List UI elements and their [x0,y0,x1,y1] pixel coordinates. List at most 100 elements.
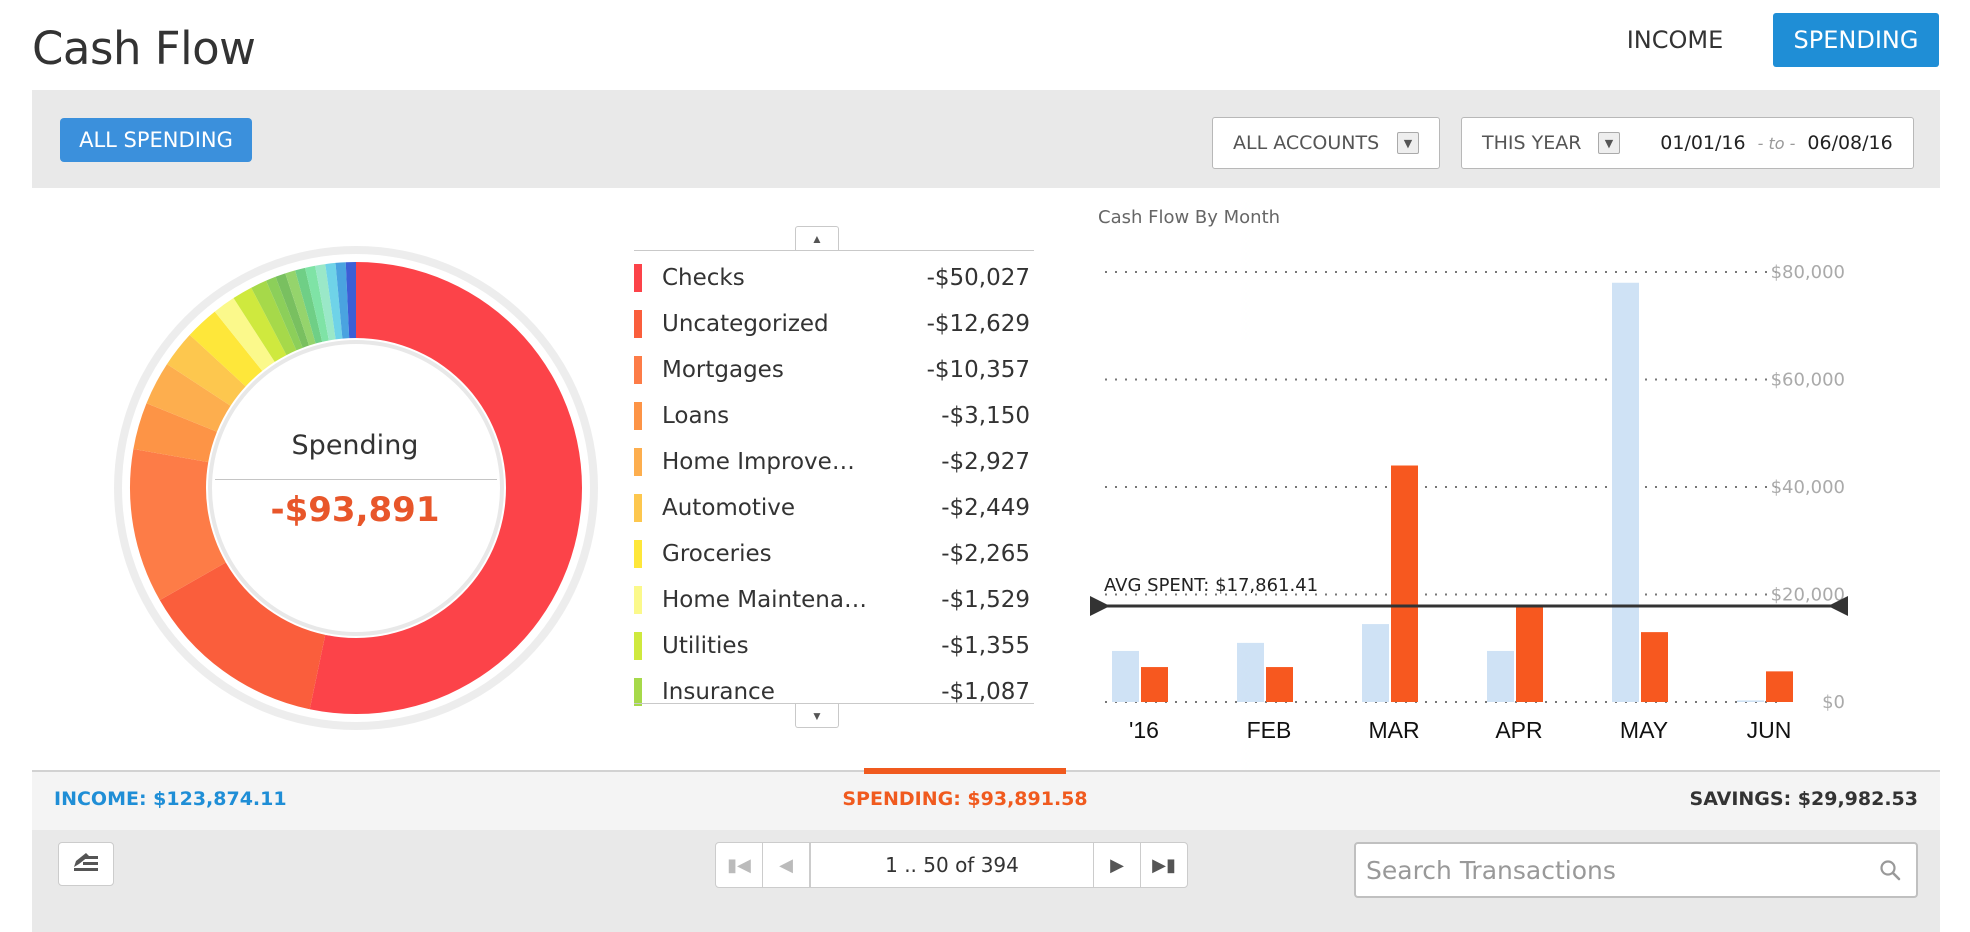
donut-slice[interactable] [275,273,310,348]
donut-total: -$93,891 [270,490,440,530]
legend-item-name: Home Improvem… [662,449,870,475]
tab-income[interactable]: INCOME [1626,26,1724,54]
x-tick-label: FEB [1247,717,1292,743]
donut-slice[interactable] [345,262,356,339]
legend-swatch [634,586,642,614]
legend-item-amount: -$50,027 [926,265,1030,291]
chart-bar[interactable] [1391,465,1418,703]
legend-item-name: Home Maintena… [662,587,867,613]
pagination-info: 1 .. 50 of 394 [810,842,1094,888]
x-tick-label: MAR [1368,717,1419,743]
donut-slice[interactable] [129,448,226,601]
period-select[interactable]: THIS YEAR ▼ [1461,117,1641,169]
legend-item[interactable]: Mortgages -$10,357 [634,353,1030,387]
chevron-down-icon: ▼ [1598,132,1620,154]
legend-item[interactable]: Loans -$3,150 [634,399,1030,433]
chart-bar[interactable] [1266,667,1293,702]
accounts-select-label: ALL ACCOUNTS [1233,132,1380,154]
donut-slice[interactable] [295,267,323,344]
donut-slice[interactable] [146,364,231,432]
donut-label: Spending [291,430,419,461]
legend-item-name: Insurance [662,679,775,705]
donut-slice[interactable] [325,262,343,340]
search-input[interactable] [1356,844,1878,896]
donut-slice[interactable] [251,280,297,356]
legend-item-name: Automotive [662,495,796,521]
legend-swatch [634,540,642,568]
chart-bar[interactable] [1141,667,1168,702]
last-page-button[interactable]: ▶▮ [1140,842,1188,888]
chart-bar[interactable] [1516,606,1543,702]
legend-item[interactable]: Utilities -$1,355 [634,629,1030,663]
legend-item[interactable]: Uncategorized -$12,629 [634,307,1030,341]
donut-slice[interactable] [166,334,246,406]
legend-item-amount: -$2,927 [941,449,1030,475]
legend-item-amount: -$1,529 [941,587,1030,613]
legend-item[interactable]: Groceries -$2,265 [634,537,1030,571]
legend-item[interactable]: Automotive -$2,449 [634,491,1030,525]
legend-item-name: Groceries [662,541,772,567]
summary-spending[interactable]: SPENDING: $93,891.58 [842,788,1088,810]
legend-item-amount: -$1,355 [941,633,1030,659]
chart-bar[interactable] [1237,642,1264,702]
edit-list-icon [74,853,98,871]
page-title: Cash Flow [32,22,256,75]
x-tick-label: APR [1495,717,1542,743]
donut-slice[interactable] [266,276,303,351]
first-page-button[interactable]: ▮◀ [715,842,763,888]
donut-slice[interactable] [233,287,287,362]
donut-slice[interactable] [133,403,217,463]
donut-slice[interactable] [335,262,350,339]
search-icon[interactable] [1878,858,1902,882]
last-page-icon: ▶▮ [1152,854,1176,875]
chart-bar[interactable] [1112,650,1139,702]
legend-item[interactable]: Home Improvem… -$2,927 [634,445,1030,479]
legend-item[interactable]: Home Maintena… -$1,529 [634,583,1030,617]
y-tick-label: $20,000 [1771,585,1845,606]
legend-item-name: Mortgages [662,357,784,383]
donut-slice[interactable] [305,265,329,342]
legend-scroll-up-button[interactable]: ▲ [795,226,839,250]
legend-swatch [634,494,642,522]
chart-bar[interactable] [1641,632,1668,702]
legend-item-amount: -$1,087 [941,679,1030,705]
chart-bar[interactable] [1612,282,1639,702]
y-tick-label: $60,000 [1771,370,1845,391]
all-spending-button[interactable]: ALL SPENDING [60,118,252,162]
legend-item[interactable]: Checks -$50,027 [634,261,1030,295]
edit-transactions-button[interactable] [58,842,114,886]
donut-slice[interactable] [309,262,582,714]
legend-swatch [634,632,642,660]
chart-bar[interactable] [1487,650,1514,702]
chart-bar[interactable] [1362,624,1389,702]
donut-slice[interactable] [315,264,336,341]
legend-top-divider [634,250,1034,251]
date-to[interactable]: 06/08/16 [1807,132,1893,154]
date-from[interactable]: 01/01/16 [1660,132,1746,154]
y-tick-label: $40,000 [1771,477,1845,498]
donut-slice[interactable] [214,298,275,371]
previous-page-button[interactable]: ◀ [762,842,810,888]
spending-donut-chart [114,246,598,730]
legend-item[interactable]: Insurance -$1,087 [634,675,1030,709]
summary-savings[interactable]: SAVINGS: $29,982.53 [1689,788,1918,810]
date-range[interactable]: 01/01/16 - to - 06/08/16 [1640,117,1914,169]
legend-item-name: Checks [662,265,745,291]
chart-bar[interactable] [1766,671,1793,702]
average-line-right-handle[interactable] [1828,595,1848,616]
donut-slice[interactable] [189,311,263,387]
tab-spending[interactable]: SPENDING [1773,13,1939,67]
search-transactions[interactable] [1354,842,1918,898]
summary-income[interactable]: INCOME: $123,874.11 [54,788,287,810]
accounts-select[interactable]: ALL ACCOUNTS ▼ [1212,117,1440,169]
donut-divider [215,479,497,480]
next-page-button[interactable]: ▶ [1093,842,1141,888]
legend-scroll-down-button[interactable]: ▼ [795,704,839,728]
legend-item-amount: -$12,629 [926,311,1030,337]
chart-bar[interactable] [1737,700,1764,702]
next-page-icon: ▶ [1110,854,1124,875]
x-tick-label: JUN [1747,717,1792,743]
average-line-left-handle[interactable] [1090,595,1110,616]
donut-slice[interactable] [285,270,316,346]
donut-slice[interactable] [159,562,326,710]
